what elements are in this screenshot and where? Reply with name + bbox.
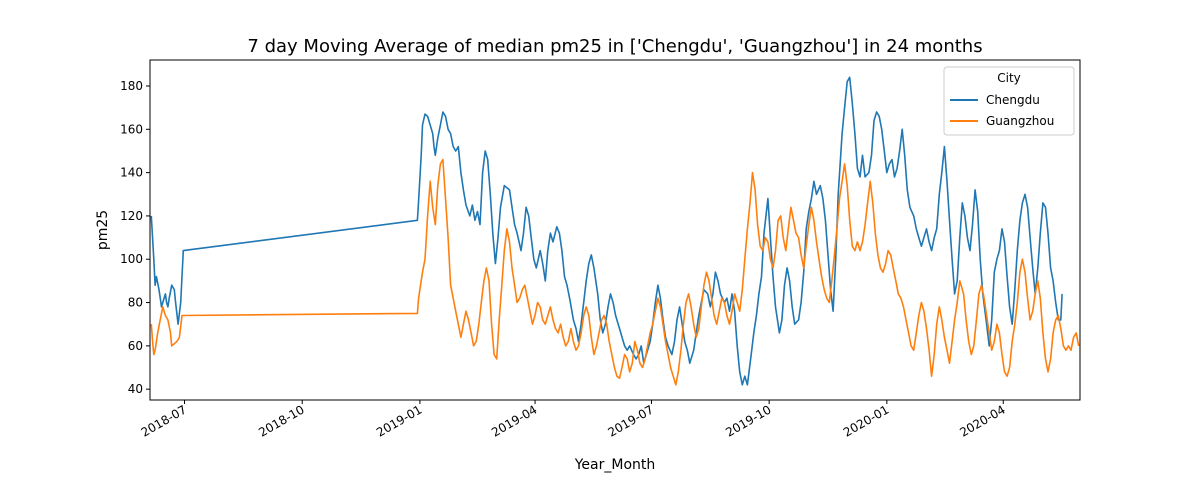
y-tick-label: 100 — [120, 252, 143, 266]
plot-area-frame — [149, 59, 1081, 401]
y-tick-label: 80 — [128, 296, 143, 310]
y-tick-label: 120 — [120, 209, 143, 223]
x-axis-label: Year_Month — [574, 457, 656, 473]
series-line-chengdu — [150, 76, 1063, 386]
legend: City Chengdu Guangzhou — [943, 66, 1075, 136]
series-line-guangzhou — [150, 158, 1080, 386]
legend-box — [943, 66, 1075, 136]
legend-title: City — [997, 71, 1021, 85]
legend-label-chengdu: Chengdu — [986, 93, 1040, 107]
y-axis-label: pm25 — [95, 210, 111, 250]
plot-series-group — [150, 76, 1080, 386]
y-tick-label: 180 — [120, 79, 143, 93]
y-tick-label: 160 — [120, 122, 143, 136]
y-tick-label: 40 — [128, 382, 143, 396]
chart-title: 7 day Moving Average of median pm25 in [… — [247, 36, 982, 57]
y-tick-label: 140 — [120, 166, 143, 180]
legend-label-guangzhou: Guangzhou — [986, 114, 1054, 128]
y-tick-label: 60 — [128, 339, 143, 353]
y-axis: 40 60 80 100 120 140 160 180 — [120, 79, 150, 396]
